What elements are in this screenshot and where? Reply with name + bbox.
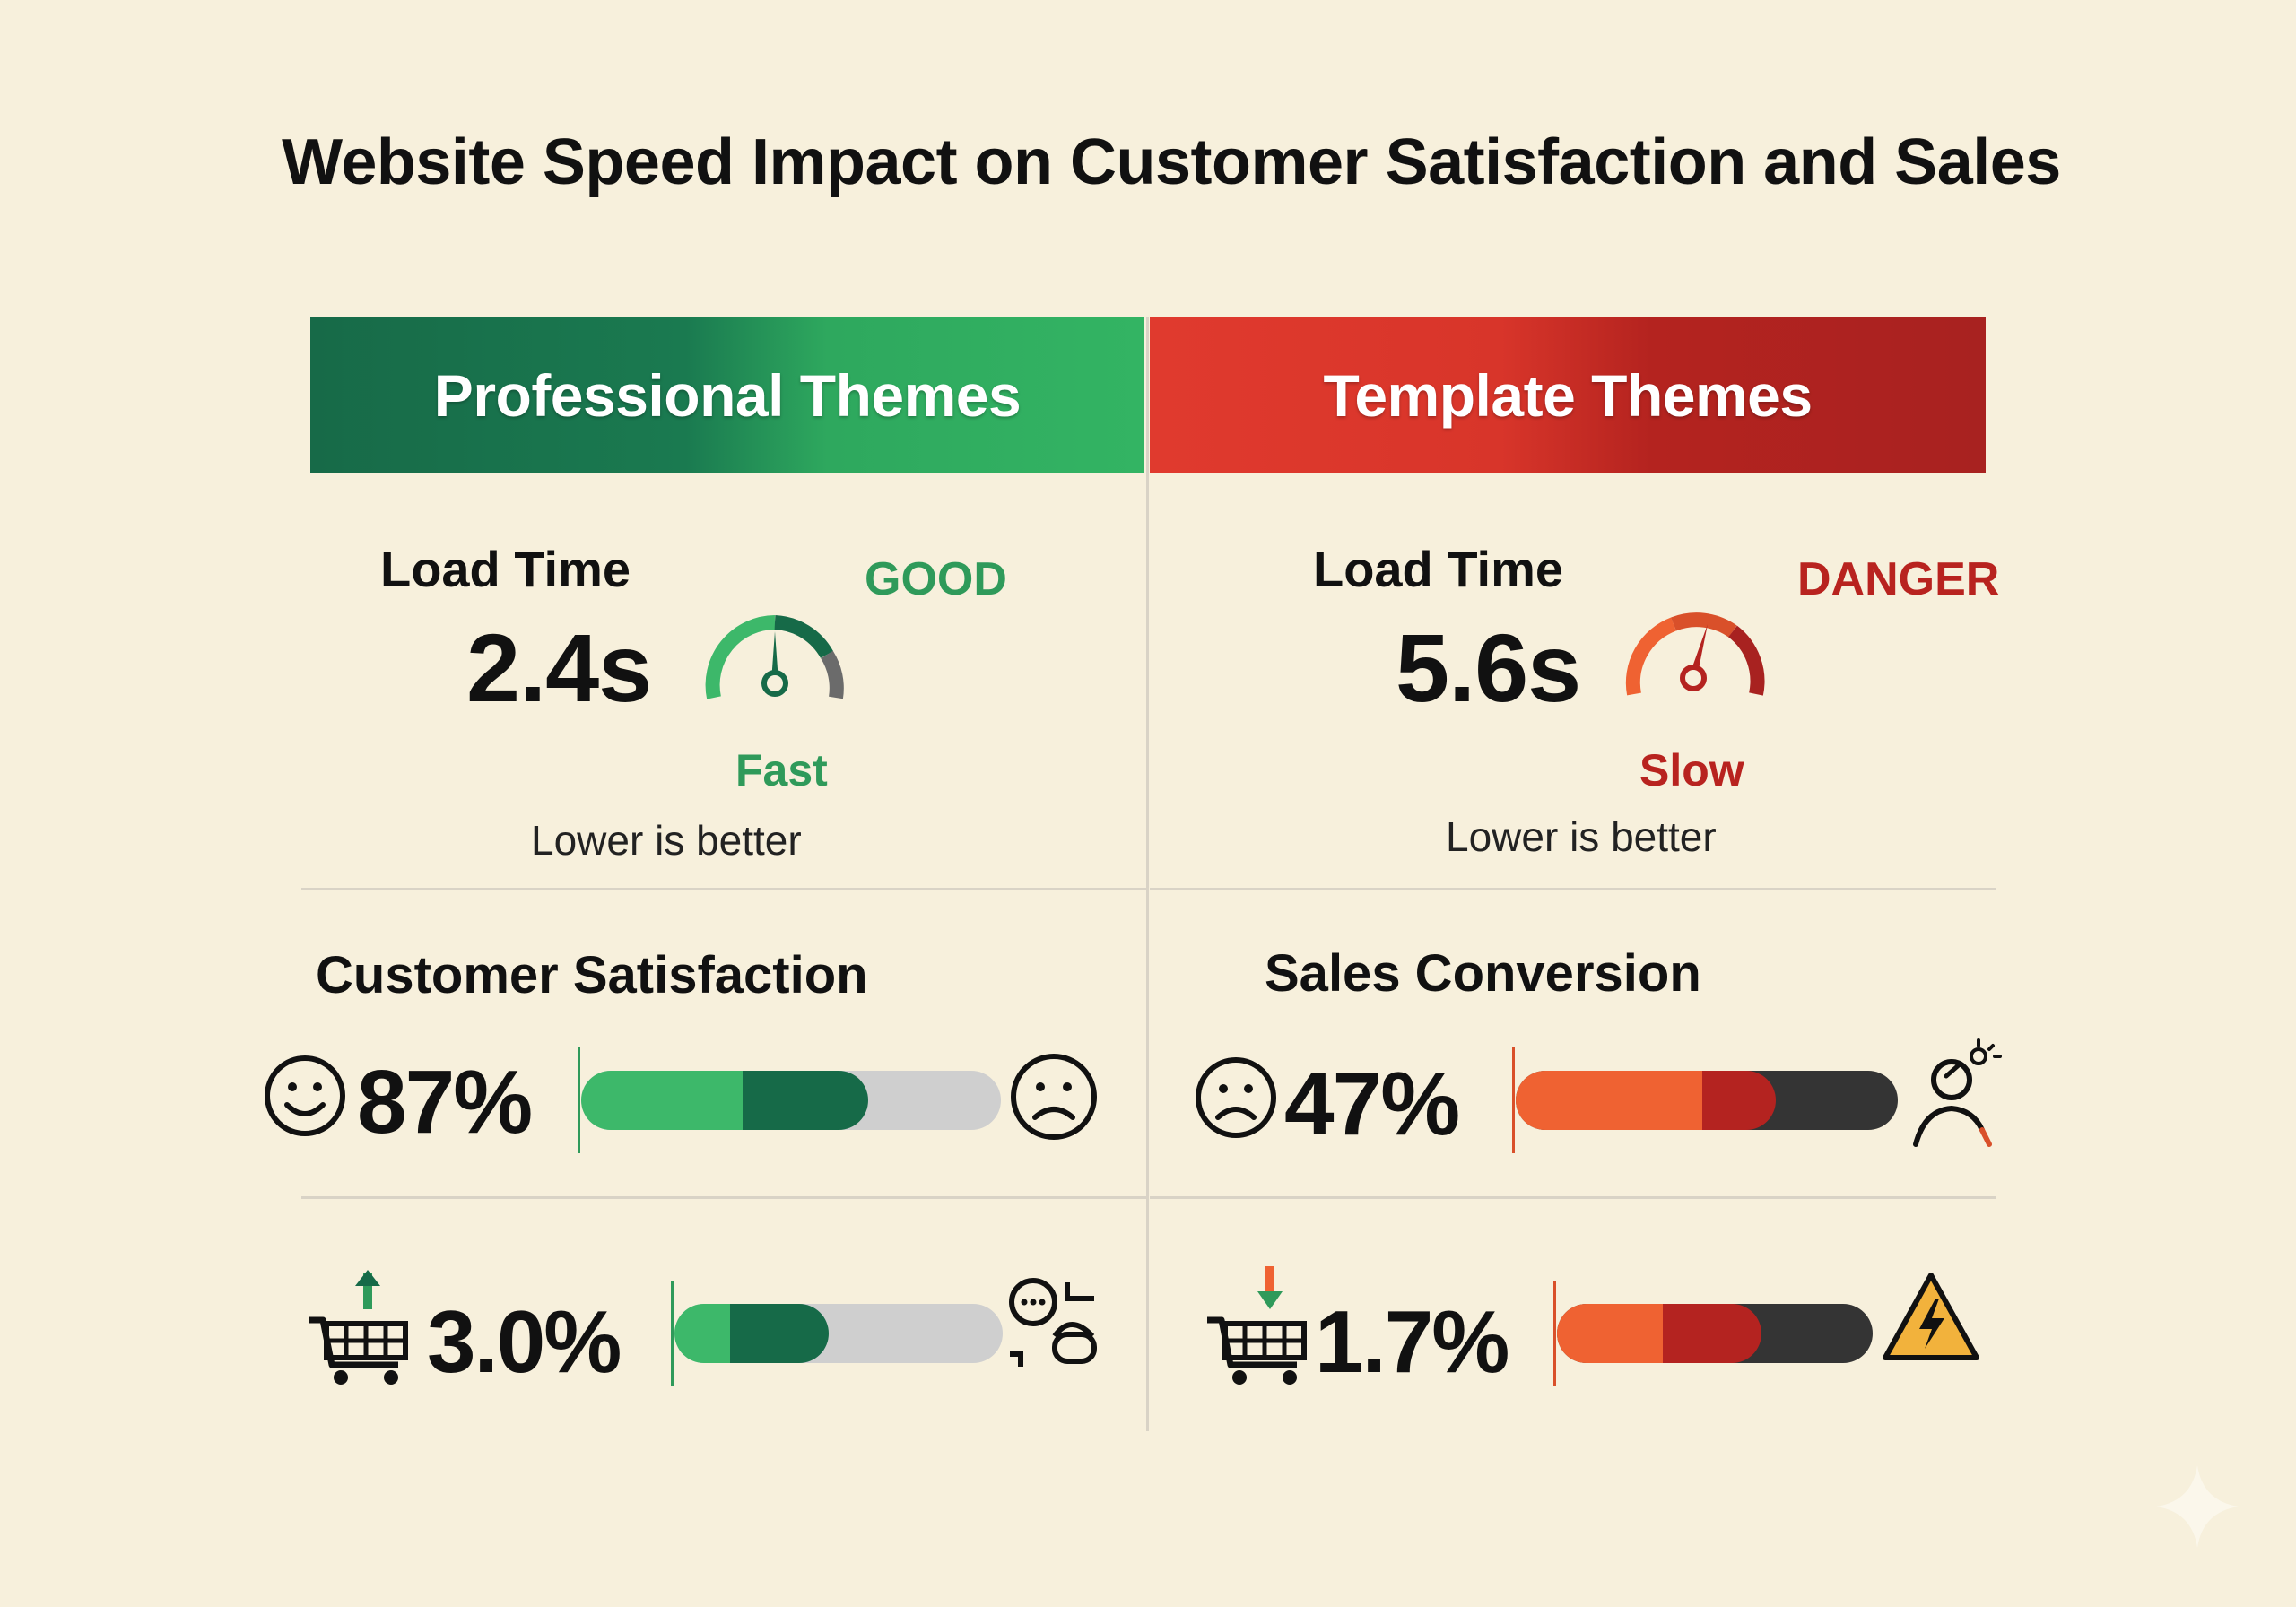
professional-conversion-bar xyxy=(674,1304,1003,1363)
satisfaction-bar-fill-light xyxy=(581,1071,743,1130)
professional-load-time-label: Load Time xyxy=(380,541,631,597)
speedometer-slow-icon xyxy=(1614,585,1776,701)
sad-face-icon-sales xyxy=(1193,1055,1279,1141)
column-divider xyxy=(1146,317,1149,1431)
sales-conversion-title: Sales Conversion xyxy=(1265,944,1701,1003)
sad-face-icon xyxy=(1008,1051,1100,1142)
sales-conversion-value: 47% xyxy=(1284,1054,1460,1154)
professional-conversion-fill-dark xyxy=(730,1304,829,1363)
professional-load-time-value: 2.4s xyxy=(466,613,652,722)
row-divider-right-2 xyxy=(1150,1196,1996,1199)
template-speed-label: Slow xyxy=(1639,745,1744,795)
row-divider-left-1 xyxy=(301,888,1146,890)
professional-gauge-status: GOOD xyxy=(865,553,1007,605)
template-note: Lower is better xyxy=(1446,813,1717,860)
template-conversion-fill-red xyxy=(1663,1304,1761,1363)
template-themes-header: Template Themes xyxy=(1150,317,1986,473)
professional-themes-header: Professional Themes xyxy=(310,317,1144,473)
satisfaction-bar-fill-dark xyxy=(743,1071,868,1130)
template-load-time-value: 5.6s xyxy=(1396,613,1581,722)
cart-up-icon xyxy=(305,1266,413,1392)
chat-person-icon xyxy=(1008,1277,1101,1372)
professional-conversion-value: 3.0% xyxy=(427,1292,622,1391)
sales-bar-fill-orange xyxy=(1516,1071,1702,1130)
professional-conversion-fill-light xyxy=(674,1304,730,1363)
template-conversion-bar xyxy=(1557,1304,1873,1363)
template-conversion-value: 1.7% xyxy=(1315,1292,1509,1391)
sales-bar-axis xyxy=(1512,1047,1515,1153)
frustrated-person-icon xyxy=(1907,1037,2007,1148)
template-conversion-bar-axis xyxy=(1553,1281,1556,1386)
professional-conversion-bar-axis xyxy=(671,1281,674,1386)
cart-down-icon xyxy=(1204,1261,1311,1392)
template-gauge-status: DANGER xyxy=(1797,553,2000,605)
sales-bar xyxy=(1516,1071,1898,1130)
customer-satisfaction-title: Customer Satisfaction xyxy=(316,946,868,1004)
professional-note: Lower is better xyxy=(531,817,802,864)
warning-icon xyxy=(1880,1270,1982,1365)
satisfaction-bar xyxy=(581,1071,1001,1130)
row-divider-left-2 xyxy=(301,1196,1146,1199)
smile-icon xyxy=(262,1053,348,1139)
page-title: Website Speed Impact on Customer Satisfa… xyxy=(282,126,2061,198)
row-divider-right-1 xyxy=(1150,888,1996,890)
template-load-time-label: Load Time xyxy=(1313,541,1564,597)
professional-speed-label: Fast xyxy=(735,745,828,795)
speedometer-fast-icon xyxy=(696,592,854,707)
sparkle-icon xyxy=(2152,1462,2242,1551)
sales-bar-fill-red xyxy=(1702,1071,1776,1130)
satisfaction-bar-axis xyxy=(578,1047,580,1153)
customer-satisfaction-value: 87% xyxy=(357,1052,533,1152)
template-conversion-fill-orange xyxy=(1557,1304,1663,1363)
